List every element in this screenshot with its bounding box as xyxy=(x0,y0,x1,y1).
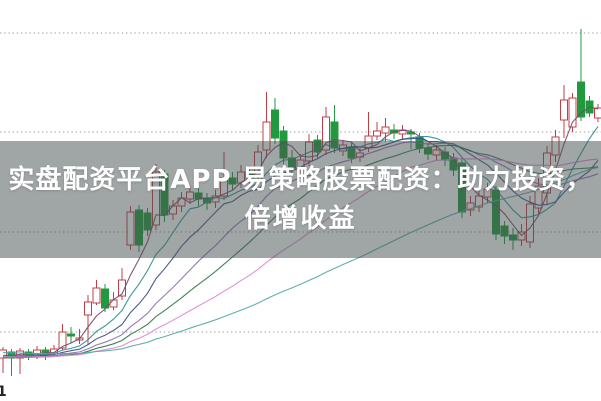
corner-axis-label: 1 xyxy=(0,384,7,400)
